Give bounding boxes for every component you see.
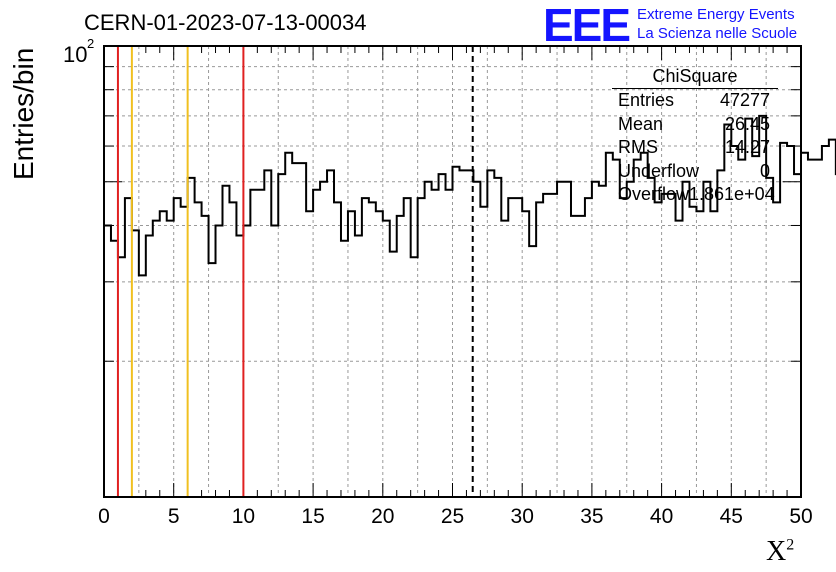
chart-title: CERN-01-2023-07-13-00034 — [84, 10, 367, 35]
x-axis-label-text: X — [766, 536, 787, 567]
x-tick-label: 25 — [441, 505, 464, 528]
stats-label: Entries — [618, 90, 675, 110]
stats-header: ChiSquare — [612, 66, 778, 89]
stats-label: Mean — [618, 113, 664, 134]
logo-line-1: Extreme Energy Events — [637, 6, 795, 23]
stats-label: RMS — [618, 137, 658, 157]
stats-row-overflow: Overflow 1.861e+04 — [612, 183, 778, 207]
stats-box: ChiSquare Entries 47277 Mean 26.45 RMS 14.2… — [612, 66, 778, 207]
stats-label: Overflow — [618, 184, 690, 204]
x-tick-label: 45 — [720, 505, 743, 528]
stats-row-entries: Entries 47277 — [612, 89, 778, 113]
x-axis-label: X2 — [766, 536, 794, 568]
x-tick-label: 20 — [371, 505, 394, 528]
y-axis-label: Entries/bin — [8, 47, 39, 180]
x-tick-label: 40 — [650, 505, 673, 528]
stats-row-rms: RMS 14.27 — [612, 136, 778, 160]
stats-value: 26.45 — [724, 113, 770, 134]
x-tick-label: 0 — [98, 505, 110, 528]
stats-label: Underflow — [618, 160, 700, 181]
x-tick-label: 30 — [511, 505, 534, 528]
stats-value: 14.27 — [724, 137, 770, 157]
stats-row-underflow: Underflow 0 — [612, 160, 778, 184]
logo-line-2: La Scienza nelle Scuole — [637, 25, 798, 42]
x-tick-label: 5 — [168, 505, 180, 528]
stats-row-mean: Mean 26.45 — [612, 113, 778, 137]
stats-value: 47277 — [719, 90, 770, 110]
x-tick-label: 15 — [301, 505, 324, 528]
plot-frame — [103, 45, 802, 498]
y-tick-label: 10 — [63, 42, 87, 67]
x-tick-label: 35 — [580, 505, 603, 528]
stats-value: 1.861e+04 — [689, 184, 775, 204]
x-tick-label: 50 — [789, 505, 812, 528]
stats-value: 0 — [759, 160, 770, 181]
eee-logo: EEE — [543, 0, 631, 51]
x-tick-label: 10 — [232, 505, 255, 528]
x-axis-label-sup: 2 — [786, 536, 795, 554]
y-tick-label-sup: 2 — [87, 36, 94, 51]
